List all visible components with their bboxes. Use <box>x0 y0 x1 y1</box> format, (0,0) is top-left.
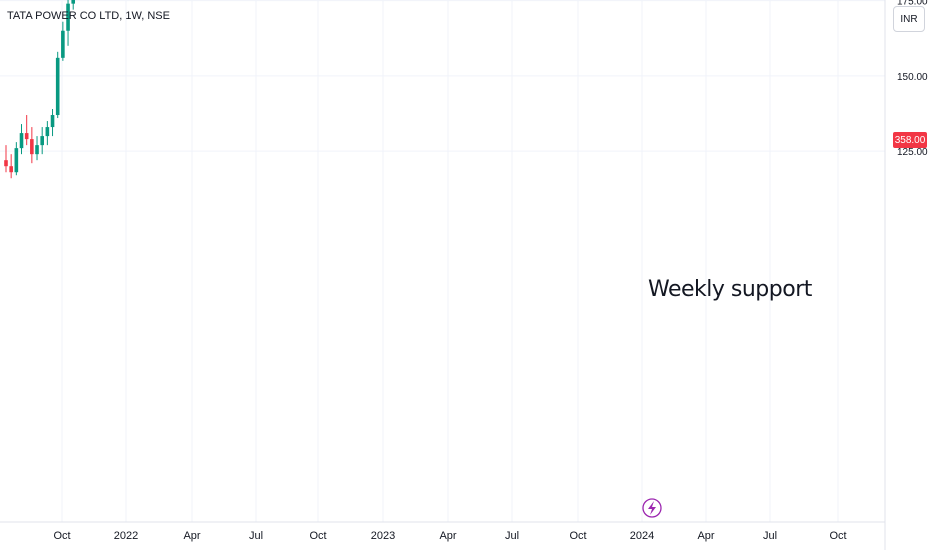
weekly-support-label: Weekly support <box>648 277 812 302</box>
candle-body <box>4 160 8 167</box>
candle-body <box>14 148 19 173</box>
candles <box>4 0 76 179</box>
lightning-bolt <box>648 501 656 515</box>
grid <box>0 0 885 522</box>
last-price-tag: 358.00 <box>893 132 927 148</box>
candle-body <box>19 133 24 149</box>
chart-title: TATA POWER CO LTD, 1W, NSE <box>7 10 170 22</box>
x-tick-label: Apr <box>439 530 456 542</box>
y-axis: 425.00400.00375.00350.00325.00300.00275.… <box>884 0 928 550</box>
candle-body <box>50 115 55 128</box>
currency-button[interactable]: INR <box>893 6 925 32</box>
candle-body <box>24 133 29 140</box>
y-tick-label: 150.00 <box>897 72 928 83</box>
candle-body <box>40 136 44 146</box>
y-tick-label: 175.00 <box>897 0 928 8</box>
candle-body <box>61 30 65 58</box>
candle-body <box>45 127 50 137</box>
x-tick-label: Oct <box>309 530 326 542</box>
x-tick-label: 2024 <box>630 530 654 542</box>
x-tick-label: Jul <box>249 530 263 542</box>
candle-body <box>55 57 60 116</box>
x-tick-label: Apr <box>697 530 714 542</box>
candle-body <box>35 145 39 155</box>
lightning-icon <box>642 498 662 518</box>
x-tick-label: Oct <box>53 530 70 542</box>
x-tick-label: 2022 <box>114 530 138 542</box>
candle-body <box>30 139 34 155</box>
candle-body <box>9 166 13 173</box>
x-tick-label: Jul <box>763 530 777 542</box>
candle-body <box>71 0 76 4</box>
x-tick-label: Apr <box>183 530 200 542</box>
candle-body <box>66 3 70 31</box>
y-tick-label: 125.00 <box>897 147 928 158</box>
x-tick-label: Jul <box>505 530 519 542</box>
x-axis: Oct 2022 Apr Jul Oct 2023 Apr Jul Oct 2024 Apr Jul O… <box>0 521 885 542</box>
x-tick-label: 2023 <box>371 530 395 542</box>
x-tick-label: Oct <box>829 530 846 542</box>
x-tick-label: Oct <box>569 530 586 542</box>
lightning-circle <box>642 498 662 518</box>
